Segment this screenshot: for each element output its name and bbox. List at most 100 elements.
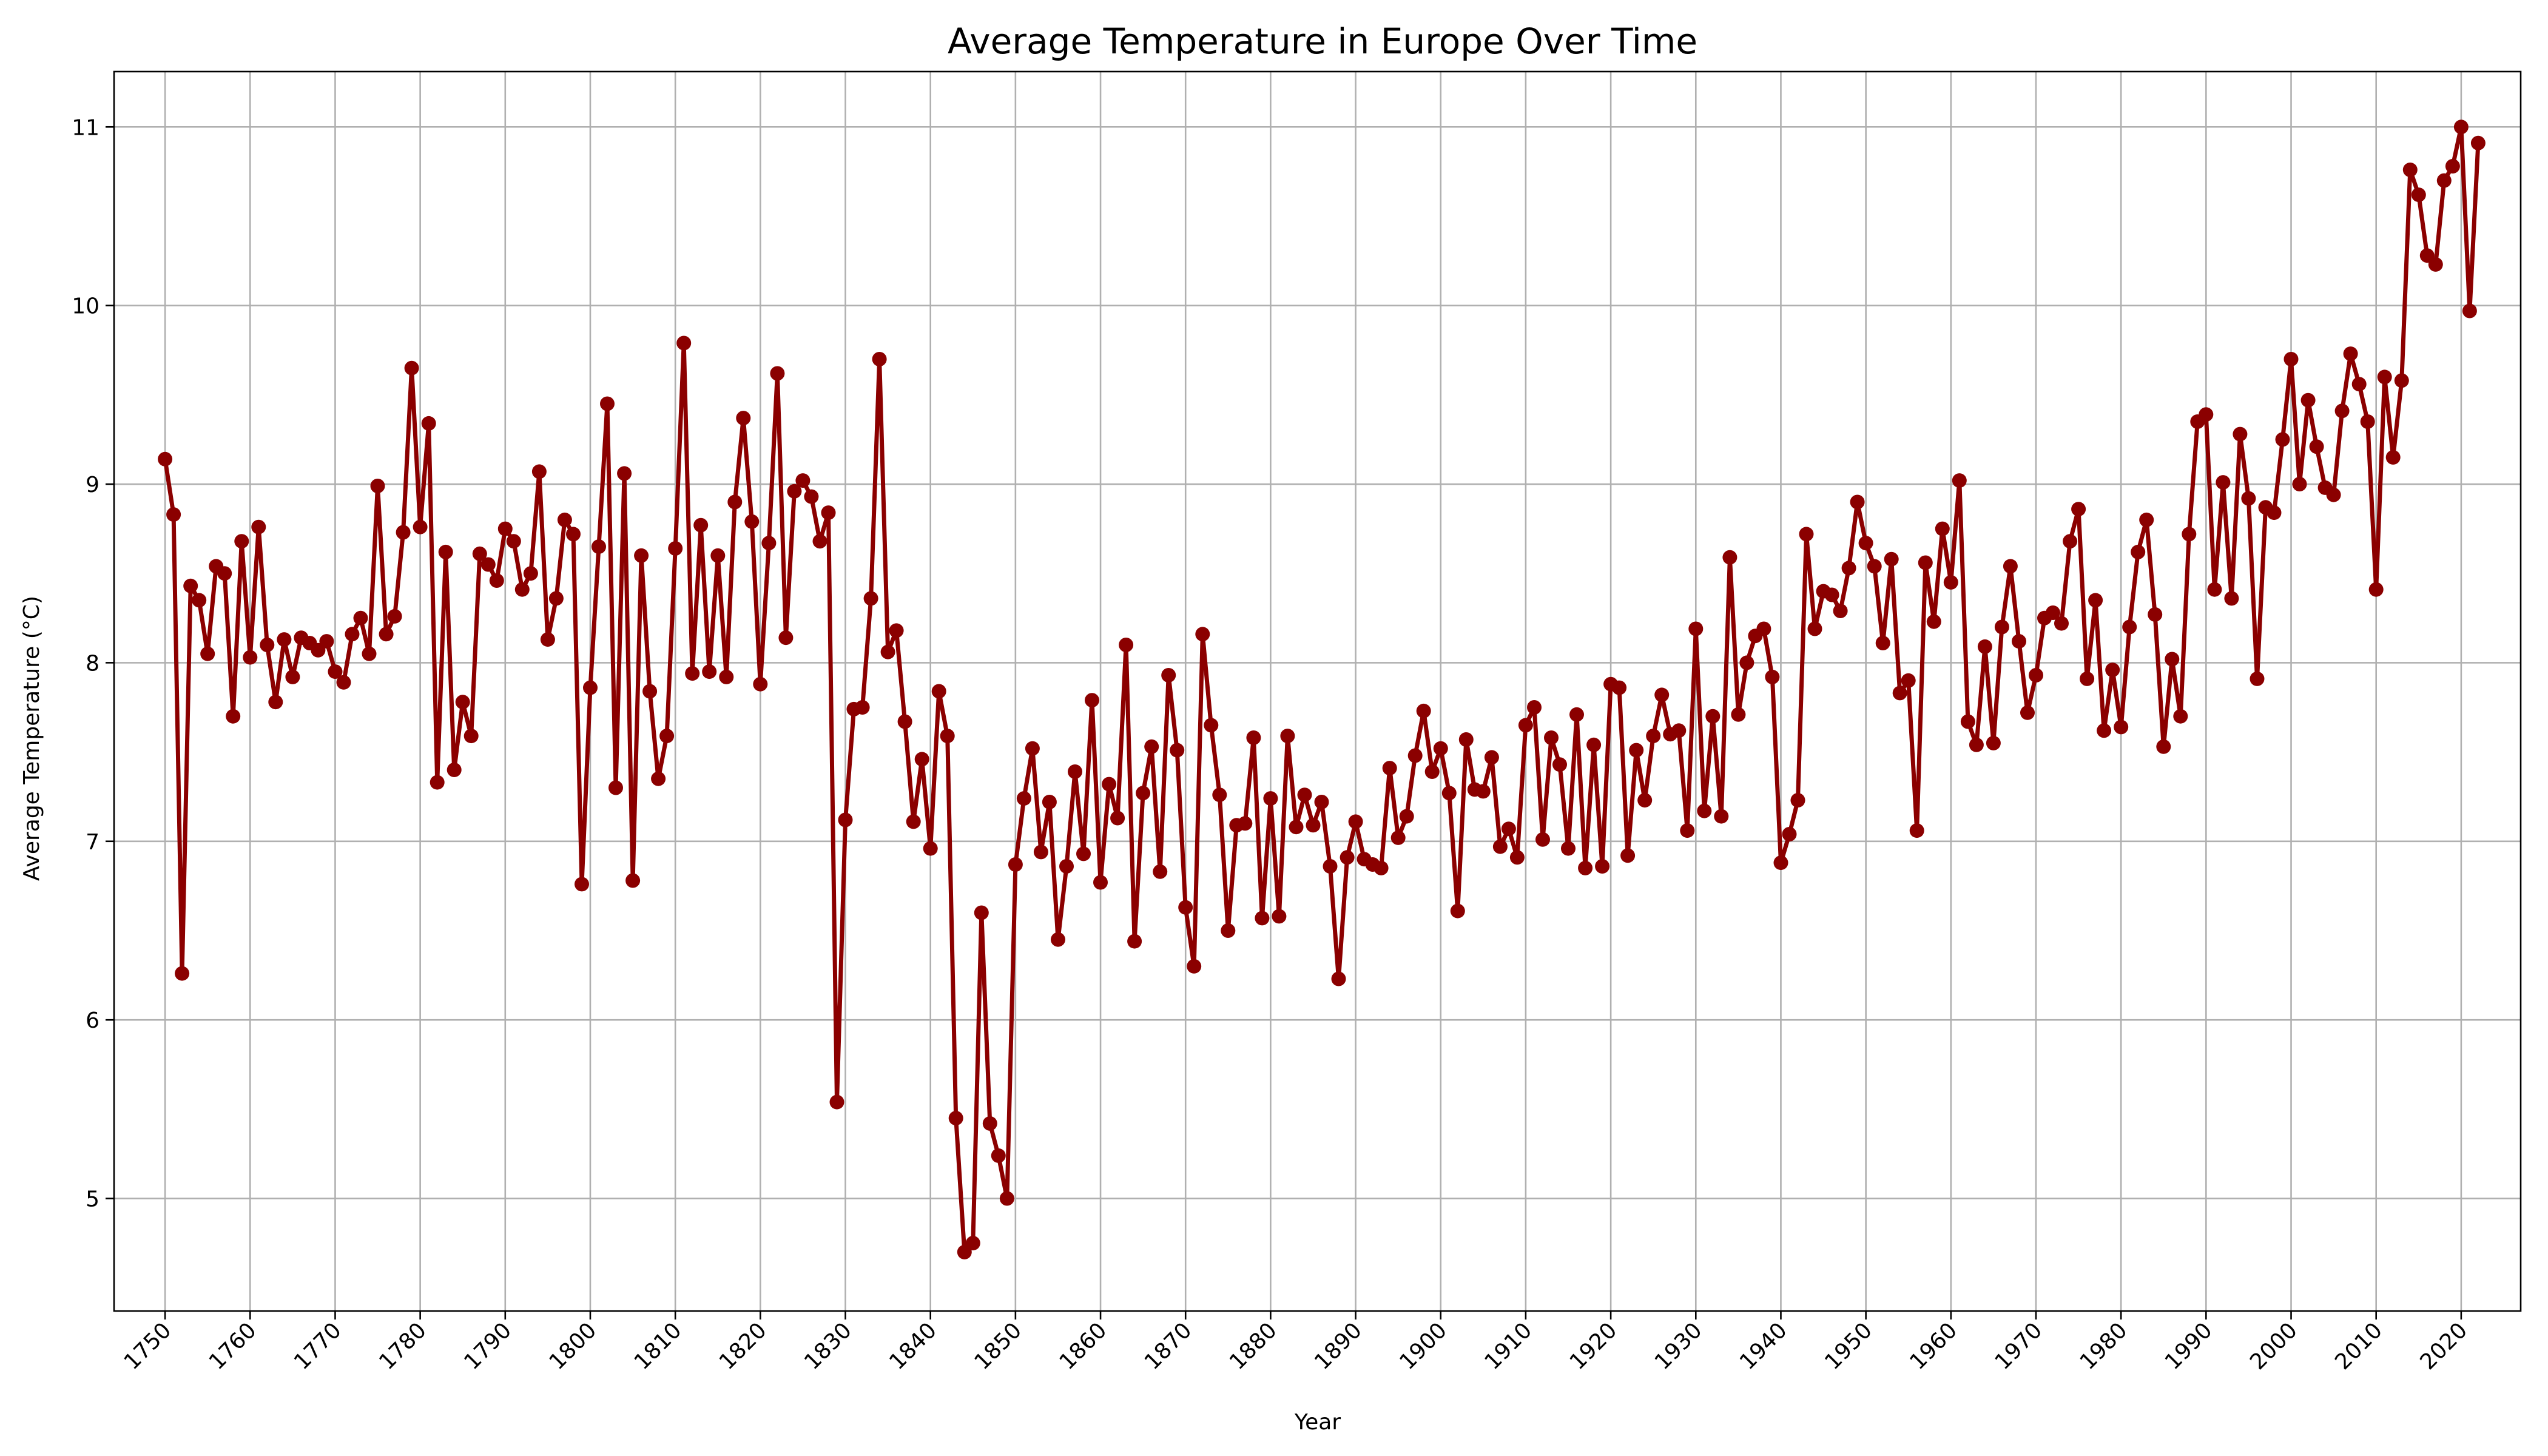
data-point-1982: [2131, 544, 2146, 559]
data-point-1864: [1127, 934, 1142, 949]
data-point-1965: [1986, 735, 2001, 750]
data-point-1750: [158, 451, 173, 467]
data-point-1798: [566, 527, 581, 542]
data-point-1903: [1458, 732, 1474, 747]
data-point-2005: [2326, 487, 2341, 502]
data-point-1783: [438, 544, 453, 559]
data-point-1867: [1153, 864, 1168, 879]
data-point-1827: [812, 534, 827, 549]
data-point-1977: [2088, 593, 2103, 608]
data-point-1797: [557, 512, 572, 527]
data-point-2009: [2360, 414, 2375, 429]
data-point-1806: [634, 548, 649, 563]
data-point-1921: [1612, 680, 1627, 695]
data-point-1818: [736, 411, 751, 426]
data-point-1777: [387, 608, 402, 624]
data-point-1752: [175, 966, 190, 981]
data-point-1761: [251, 519, 266, 534]
data-point-1895: [1390, 830, 1406, 845]
data-point-1916: [1569, 707, 1584, 722]
y-tick-label: 8: [86, 651, 99, 676]
data-point-1959: [1935, 521, 1950, 536]
data-point-1866: [1144, 739, 1159, 754]
data-point-1913: [1544, 730, 1559, 745]
data-point-1792: [514, 582, 530, 597]
data-point-1947: [1833, 604, 1848, 618]
data-point-1940: [1773, 855, 1788, 871]
data-point-2012: [2385, 450, 2401, 465]
data-point-1975: [2071, 502, 2086, 517]
data-point-1899: [1424, 764, 1440, 779]
data-point-1826: [804, 489, 819, 504]
data-point-1960: [1943, 575, 1958, 590]
data-point-2002: [2300, 393, 2316, 408]
data-point-1887: [1323, 859, 1338, 874]
data-point-1778: [396, 525, 411, 540]
data-point-1837: [897, 714, 912, 729]
data-point-1791: [506, 534, 521, 549]
data-point-1764: [277, 632, 292, 647]
data-point-1935: [1731, 707, 1746, 722]
data-point-1991: [2207, 582, 2222, 597]
data-point-2022: [2470, 135, 2486, 150]
data-point-1789: [489, 573, 504, 588]
data-point-1972: [2046, 605, 2060, 620]
data-point-1889: [1340, 850, 1355, 865]
data-point-2001: [2292, 477, 2307, 491]
data-point-1814: [702, 664, 717, 679]
data-point-1951: [1867, 559, 1882, 574]
data-point-1848: [991, 1148, 1006, 1163]
data-point-1910: [1518, 718, 1533, 733]
y-axis-ticks: 5 6 7 8 9 10 11: [72, 115, 114, 1212]
data-point-1961: [1952, 473, 1967, 488]
data-point-1988: [2182, 527, 2197, 542]
data-point-1780: [413, 519, 428, 534]
data-point-1762: [260, 638, 275, 652]
data-point-1985: [2156, 739, 2171, 754]
data-point-1998: [2267, 505, 2282, 521]
data-point-1879: [1255, 911, 1270, 926]
data-point-1779: [404, 360, 419, 376]
data-point-1807: [642, 684, 658, 699]
data-point-1909: [1509, 850, 1525, 865]
data-point-1875: [1221, 923, 1236, 938]
data-point-2018: [2436, 173, 2452, 188]
data-point-1958: [1926, 614, 1941, 629]
grid-lines: [114, 72, 2521, 1311]
data-point-1942: [1790, 793, 1805, 808]
data-point-1835: [880, 644, 895, 659]
data-point-1970: [2029, 668, 2043, 682]
data-point-1941: [1782, 827, 1797, 841]
data-point-1963: [1969, 737, 1984, 752]
y-tick-label: 6: [86, 1008, 99, 1033]
data-point-1908: [1501, 821, 1516, 837]
data-point-1962: [1960, 714, 1975, 729]
data-point-1847: [982, 1116, 997, 1131]
data-point-1926: [1654, 687, 1670, 703]
data-point-1884: [1297, 787, 1312, 803]
data-point-1943: [1799, 527, 1814, 542]
y-tick-label: 10: [72, 294, 99, 319]
data-point-1949: [1850, 494, 1865, 510]
data-point-1832: [855, 700, 870, 715]
data-point-1838: [906, 814, 921, 829]
data-point-1772: [345, 627, 360, 642]
data-point-1754: [192, 593, 207, 608]
data-point-1955: [1901, 673, 1916, 688]
data-point-1946: [1824, 587, 1839, 602]
data-point-1964: [1977, 639, 1992, 654]
data-point-1769: [319, 634, 334, 649]
data-point-1948: [1841, 561, 1856, 576]
data-point-1824: [787, 484, 802, 499]
data-point-1787: [472, 546, 487, 561]
data-point-1881: [1272, 909, 1287, 924]
data-point-1925: [1646, 729, 1661, 744]
data-point-1986: [2165, 652, 2180, 667]
data-point-1968: [2012, 634, 2026, 649]
data-point-1979: [2105, 662, 2120, 678]
data-point-1939: [1765, 669, 1780, 684]
data-point-1933: [1714, 809, 1729, 824]
data-point-1857: [1068, 764, 1082, 779]
data-point-1758: [226, 709, 241, 724]
data-point-1901: [1441, 786, 1457, 801]
